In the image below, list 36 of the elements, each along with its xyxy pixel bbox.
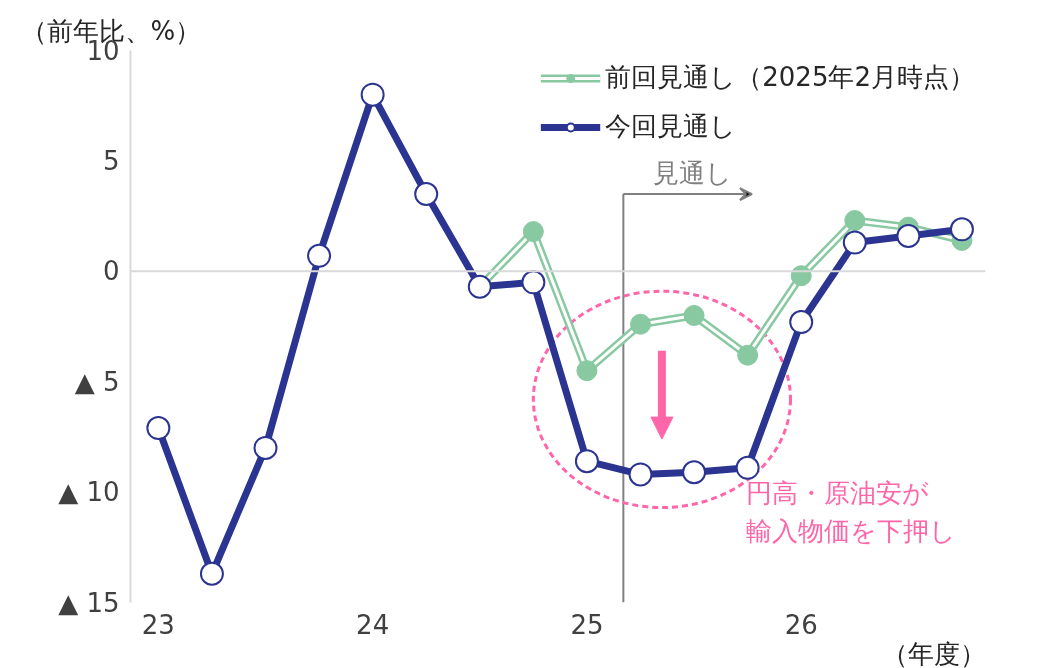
point xyxy=(683,304,705,326)
point xyxy=(199,561,224,586)
x-tick-label: 26 xyxy=(784,609,818,640)
point xyxy=(735,455,760,480)
x-tick-label: 24 xyxy=(356,609,390,640)
point xyxy=(896,223,921,248)
point xyxy=(789,310,814,335)
y-tick-label: ▲ 15 xyxy=(58,587,120,618)
y-tick-label: 0 xyxy=(102,256,120,287)
point xyxy=(682,460,707,485)
ref-line-label: 見通し xyxy=(653,158,733,189)
y-tick-label: ▲ 10 xyxy=(58,477,120,508)
point xyxy=(844,210,866,231)
point xyxy=(574,449,599,474)
point xyxy=(253,435,278,460)
x-axis-title: （年度） xyxy=(881,638,986,668)
point xyxy=(949,217,974,242)
point xyxy=(737,344,759,366)
y-tick-label: 5 xyxy=(102,145,120,176)
point xyxy=(842,230,867,255)
x-tick-label: 25 xyxy=(570,609,604,640)
point xyxy=(307,243,332,268)
annotation: 輸入物価を下押し xyxy=(745,515,956,546)
legend-label: 前回見通し（2025年2月時点） xyxy=(605,61,975,94)
point xyxy=(521,270,546,295)
point xyxy=(146,416,171,441)
point xyxy=(414,182,439,206)
annotation: 円高・原油安が xyxy=(745,477,929,508)
x-tick-label: 23 xyxy=(141,609,175,640)
point xyxy=(576,360,598,382)
legend-label: 今回見通し xyxy=(605,110,737,143)
y-tick-label: ▲ 5 xyxy=(74,366,120,397)
point xyxy=(628,462,653,487)
point xyxy=(522,221,544,243)
point xyxy=(630,313,651,335)
point xyxy=(360,82,385,107)
